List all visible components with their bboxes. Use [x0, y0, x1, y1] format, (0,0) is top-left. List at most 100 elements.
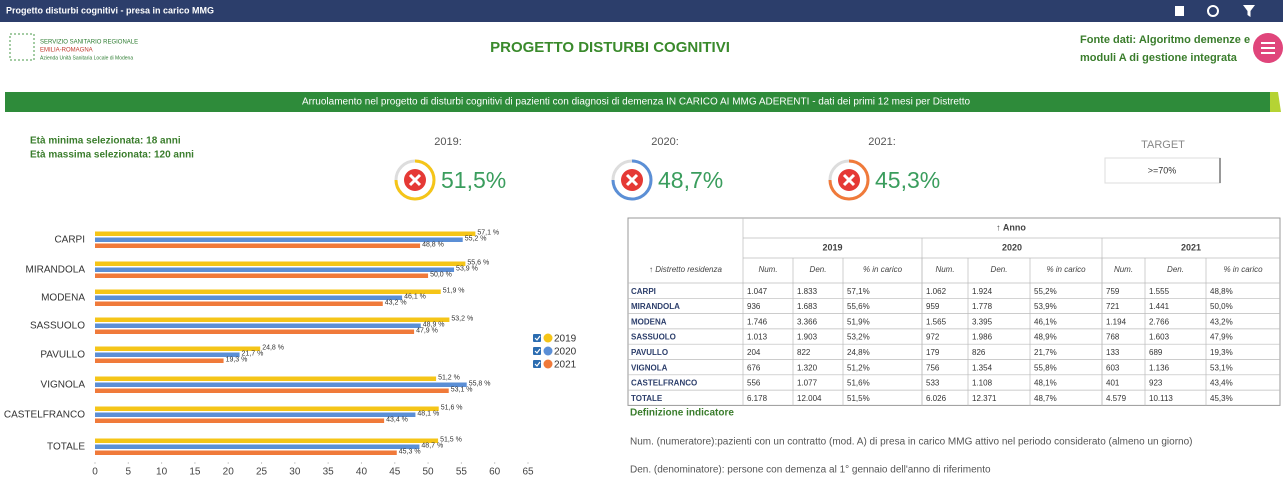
table-cell: 55,8% — [1034, 363, 1057, 372]
data-label: 57,1 % — [477, 229, 499, 236]
legend-label: 2021 — [554, 360, 577, 371]
table-cell: 3.366 — [797, 317, 818, 326]
table-cell: 768 — [1106, 333, 1120, 342]
data-label: 43,4 % — [386, 416, 408, 423]
filter-text: Età minima selezionata: 18 anni — [30, 136, 181, 147]
table-cell: 45,3% — [1210, 394, 1233, 403]
table — [627, 217, 1281, 406]
x-tick-label: 45 — [389, 467, 401, 477]
table-cell: 1.986 — [972, 333, 993, 342]
table-column-header: % in carico — [1223, 265, 1263, 274]
table-cell: 1.441 — [1149, 302, 1170, 311]
x-tick-label: 65 — [522, 467, 534, 477]
legend-swatch — [543, 333, 553, 343]
legend-checkbox — [533, 334, 541, 342]
data-label: 51,2 % — [438, 374, 460, 381]
menu-icon — [1261, 42, 1275, 54]
x-tick-label: 5 — [126, 467, 132, 477]
table-cell: 179 — [926, 348, 940, 357]
x-tick-label: 55 — [456, 467, 468, 477]
table-cell: 19,3% — [1210, 348, 1233, 357]
table-cell: 936 — [747, 302, 761, 311]
table-cell: CARPI — [631, 287, 656, 296]
kpi-icon-cross — [842, 173, 856, 187]
table-cell: 12.371 — [972, 394, 997, 403]
table-cell: 721 — [1106, 302, 1120, 311]
y-tick-label: MODENA — [41, 293, 85, 304]
y-tick-label: CARPI — [54, 235, 85, 246]
logo-text: Azienda Unità Sanitaria Locale di Modena — [40, 55, 133, 61]
table-year: 2021 — [1181, 242, 1201, 252]
table-cell: 48,1% — [1034, 379, 1057, 388]
banner — [5, 92, 1270, 112]
data-label: 51,6 % — [441, 404, 463, 411]
table-cell: 533 — [926, 379, 940, 388]
table-cell: 53,2% — [847, 333, 870, 342]
kpi-label: 2020: — [651, 136, 679, 148]
bar — [95, 237, 463, 242]
data-label: 51,9 % — [443, 287, 465, 294]
legend-swatch — [543, 359, 553, 369]
table-cell: MIRANDOLA — [631, 302, 680, 311]
table-cell: 1.778 — [972, 302, 993, 311]
kpi-icon-cross — [408, 173, 422, 187]
table-cell: 51,5% — [847, 394, 870, 403]
data-label: 48,7 % — [421, 442, 443, 449]
data-label: 24,8 % — [262, 344, 284, 351]
bar — [95, 376, 437, 381]
bar — [95, 418, 385, 423]
table-column-header: % in carico — [1046, 265, 1086, 274]
source: moduli A di gestione integrata — [1080, 52, 1238, 64]
bar — [95, 231, 476, 236]
bar — [95, 412, 416, 417]
x-tick-label: 20 — [223, 467, 235, 477]
data-label: 51,5 % — [440, 436, 462, 443]
table-cell: 53,1% — [1210, 363, 1233, 372]
x-tick-label: 60 — [489, 467, 501, 477]
table-cell: 21,7% — [1034, 348, 1057, 357]
logo-mark — [9, 33, 35, 61]
kpi-ring-arc — [828, 159, 870, 201]
table-cell: 826 — [972, 348, 986, 357]
table-cell: 24,8% — [847, 348, 870, 357]
table-cell: 47,9% — [1210, 333, 1233, 342]
filter-icon[interactable] — [1243, 5, 1255, 17]
table-cell: 53,9% — [1034, 302, 1057, 311]
bar — [95, 301, 383, 306]
target-value: >=70% — [1148, 165, 1177, 175]
data-label: 47,9 % — [416, 327, 438, 334]
table-cell: 1.555 — [1149, 287, 1170, 296]
table-cell: 1.565 — [926, 317, 947, 326]
table-cell: 603 — [1106, 363, 1120, 372]
table-cell: 48,7% — [1034, 394, 1057, 403]
bar — [95, 382, 467, 387]
bar — [95, 261, 466, 266]
table-group-header: ↑ Anno — [996, 222, 1026, 232]
source: Fonte dati: Algoritmo demenze e — [1080, 34, 1250, 46]
table-cell: 133 — [1106, 348, 1120, 357]
table-column-header: Num. — [758, 265, 777, 274]
table-column-header: ↑ Distretto residenza — [649, 265, 722, 274]
definition-title: Definizione indicatore — [630, 408, 734, 419]
table-cell: 401 — [1106, 379, 1120, 388]
table-cell: 1.746 — [747, 317, 768, 326]
refresh-icon[interactable] — [1207, 5, 1219, 17]
table-cell: 1.108 — [972, 379, 993, 388]
bar — [95, 352, 240, 357]
table-cell: SASSUOLO — [631, 333, 676, 342]
y-tick-label: MIRANDOLA — [26, 265, 86, 276]
bar — [95, 243, 421, 248]
legend-check — [534, 348, 541, 354]
legend-check — [534, 335, 541, 341]
table-cell: 204 — [747, 348, 761, 357]
bar — [95, 444, 420, 449]
table-cell: 1.062 — [926, 287, 947, 296]
data-label: 50,0 % — [430, 271, 452, 278]
save-icon[interactable] — [1175, 6, 1184, 16]
legend-label: 2019 — [554, 334, 577, 345]
x-tick-label: 0 — [92, 467, 98, 477]
table-cell: 1.136 — [1149, 363, 1170, 372]
table-cell: 1.077 — [797, 379, 818, 388]
logo-text: EMILIA-ROMAGNA — [40, 48, 93, 54]
table-cell: 676 — [747, 363, 761, 372]
